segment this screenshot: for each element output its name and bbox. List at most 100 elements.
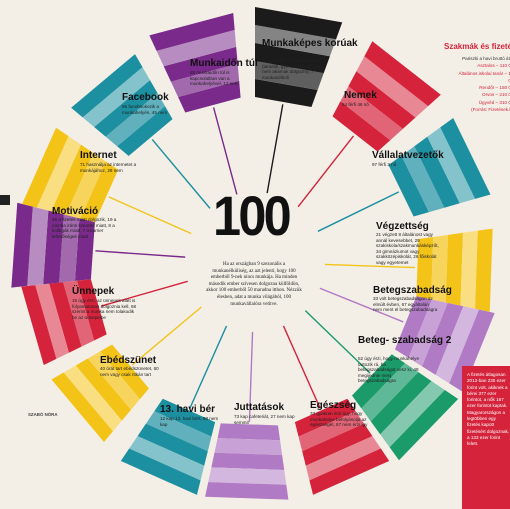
segment-band: [11, 202, 33, 288]
center-number: 100: [213, 184, 292, 247]
segment-title-unnepek: Ünnepek: [72, 286, 115, 297]
segment-band: [440, 117, 491, 199]
segment-band: [156, 29, 237, 67]
segment-spoke: [131, 306, 202, 366]
segment-body-vallalatvezetok: 97 férfi 3 nő: [372, 162, 397, 167]
segment-body-unnepek: 15 úgy érzi, az ünnepek alatt is folyama…: [72, 298, 137, 320]
segment-spoke: [297, 135, 355, 208]
segment-band: [208, 467, 287, 485]
segment-band: [255, 79, 318, 107]
segment-band: [255, 61, 324, 91]
segment-spoke: [319, 287, 404, 323]
segment-title-egeszseg: Egészség: [310, 400, 357, 411]
segment-band: [59, 214, 80, 283]
segment-band: [388, 155, 429, 217]
segment-band: [80, 161, 119, 223]
segment-band: [427, 127, 476, 204]
segment-band: [340, 86, 403, 141]
segment-band: [332, 101, 391, 152]
segment-band: [27, 206, 49, 286]
segment-spoke: [304, 310, 371, 374]
segment-title-munkakepes: Munkaképes korúak: [262, 38, 358, 49]
segment-band: [431, 234, 449, 303]
segment-band: [298, 411, 365, 452]
segment-title-vallalatvezetok: Vállalatvezetők: [372, 150, 444, 161]
segment-spoke: [108, 196, 192, 235]
salary-box-rows: Pariszki a havi bruttó átlag Asztalos – 1…: [456, 55, 510, 113]
segment-band: [380, 381, 445, 448]
segment-band: [445, 232, 463, 306]
segment-band: [361, 363, 419, 422]
segment-band: [356, 56, 429, 118]
segment-band: [76, 279, 107, 341]
segment-body-betegszabadsag2: 52 úgy érzi, hogy munkahelye tartozik rá…: [358, 356, 420, 384]
segment-band: [364, 41, 441, 107]
segment-title-facebook: Facebook: [122, 92, 169, 103]
segment-body-egeszseg: 33 gyakran érzi úgy, hogy munkahelye bef…: [310, 411, 368, 428]
segment-band: [105, 93, 165, 147]
segment-body-juttatasok: 73 kap cafeteriát, 27 nem kap semmit: [234, 414, 295, 425]
salary-row: Rendőr – 150 000: [479, 85, 510, 91]
segment-band: [63, 280, 95, 347]
segment-band: [217, 423, 281, 441]
segment-title-juttatasok: Juttatások: [234, 402, 285, 413]
segment-band: [435, 306, 479, 384]
segment-band: [75, 358, 131, 421]
segment-band: [154, 398, 216, 437]
segment-band: [82, 67, 150, 128]
segment-spoke: [248, 331, 254, 422]
segment-band: [87, 351, 140, 410]
segment-band: [51, 144, 94, 215]
segment-band: [309, 448, 390, 495]
segment-band: [129, 436, 205, 481]
left-edge-marker: [0, 195, 10, 205]
segment-body-motivacio: 45 a fizetés miatt dolgozik, 19 a munka …: [52, 217, 117, 239]
segment-band: [43, 210, 64, 285]
left-column-author: SZABÓ NÓRA: [28, 412, 58, 417]
salary-row: Ügyvéd – 310 000: [478, 99, 510, 105]
segment-band: [475, 228, 493, 312]
segment-body-betegszabadsag: 33 volt betegszabadságon az elmúlt évben…: [373, 296, 438, 313]
salary-row: Pariszki a havi bruttó átlag: [462, 56, 510, 61]
segment-band: [74, 218, 95, 281]
segment-body-nemek: 54 férfi 46 nő: [342, 102, 369, 107]
segment-body-munkakepes: 61 dolgozik, 12 nem dolgozik (tanulók, g…: [262, 58, 323, 80]
segment-band: [449, 309, 495, 392]
segment-body-havi-ber: 12 kap 13. havi bért, 88 nem kap: [160, 416, 219, 427]
segment-spoke: [266, 104, 284, 194]
segment-band: [94, 80, 158, 137]
segment-band: [370, 372, 432, 435]
segment-band: [65, 152, 106, 219]
segment-band: [35, 283, 69, 359]
segment-title-motivacio: Motiváció: [52, 206, 99, 217]
salary-row: (Forrás: Fizetések.hu): [471, 107, 510, 113]
segment-band: [211, 452, 285, 470]
segment-body-munkaidon-tul: 88 munkaidőn túl is kapcsolatban van a m…: [190, 70, 239, 87]
segment-band: [145, 411, 212, 452]
segment-body-facebook: 55 facebookozik a munkahelyén, 45 nem: [122, 104, 168, 115]
segment-title-betegszabadsag2: Beteg- szabadság 2: [358, 335, 452, 346]
segment-band: [149, 12, 235, 51]
segment-band: [294, 398, 356, 437]
salary-row: Asztalos – 110 000: [477, 63, 510, 69]
center-disc: [189, 196, 321, 328]
segment-title-betegszabadsag: Betegszabadság: [373, 285, 452, 296]
segment-spoke: [101, 280, 188, 307]
segment-band: [51, 372, 113, 443]
segment-title-nemek: Nemek: [344, 90, 377, 101]
segment-band: [137, 423, 208, 466]
salary-red-panel: A fizetés átlagosan 2013-ban 230 ezer fo…: [462, 366, 510, 509]
segment-band: [422, 302, 464, 375]
segment-band: [255, 25, 337, 57]
center-intro-text: Ha az országban 9 szezonális a munkanélk…: [206, 262, 302, 307]
segment-band: [348, 71, 416, 129]
segment-band: [63, 365, 122, 432]
segment-band: [99, 344, 149, 400]
segment-band: [21, 285, 57, 366]
segment-title-havi-ber: 13. havi bér: [160, 404, 216, 415]
segment-title-vegzettseg: Végzettség: [376, 221, 429, 232]
segment-spoke: [317, 191, 400, 232]
segment-band: [389, 390, 459, 461]
segment-title-munkaidon-tul: Munkaidőn túl: [190, 58, 258, 69]
